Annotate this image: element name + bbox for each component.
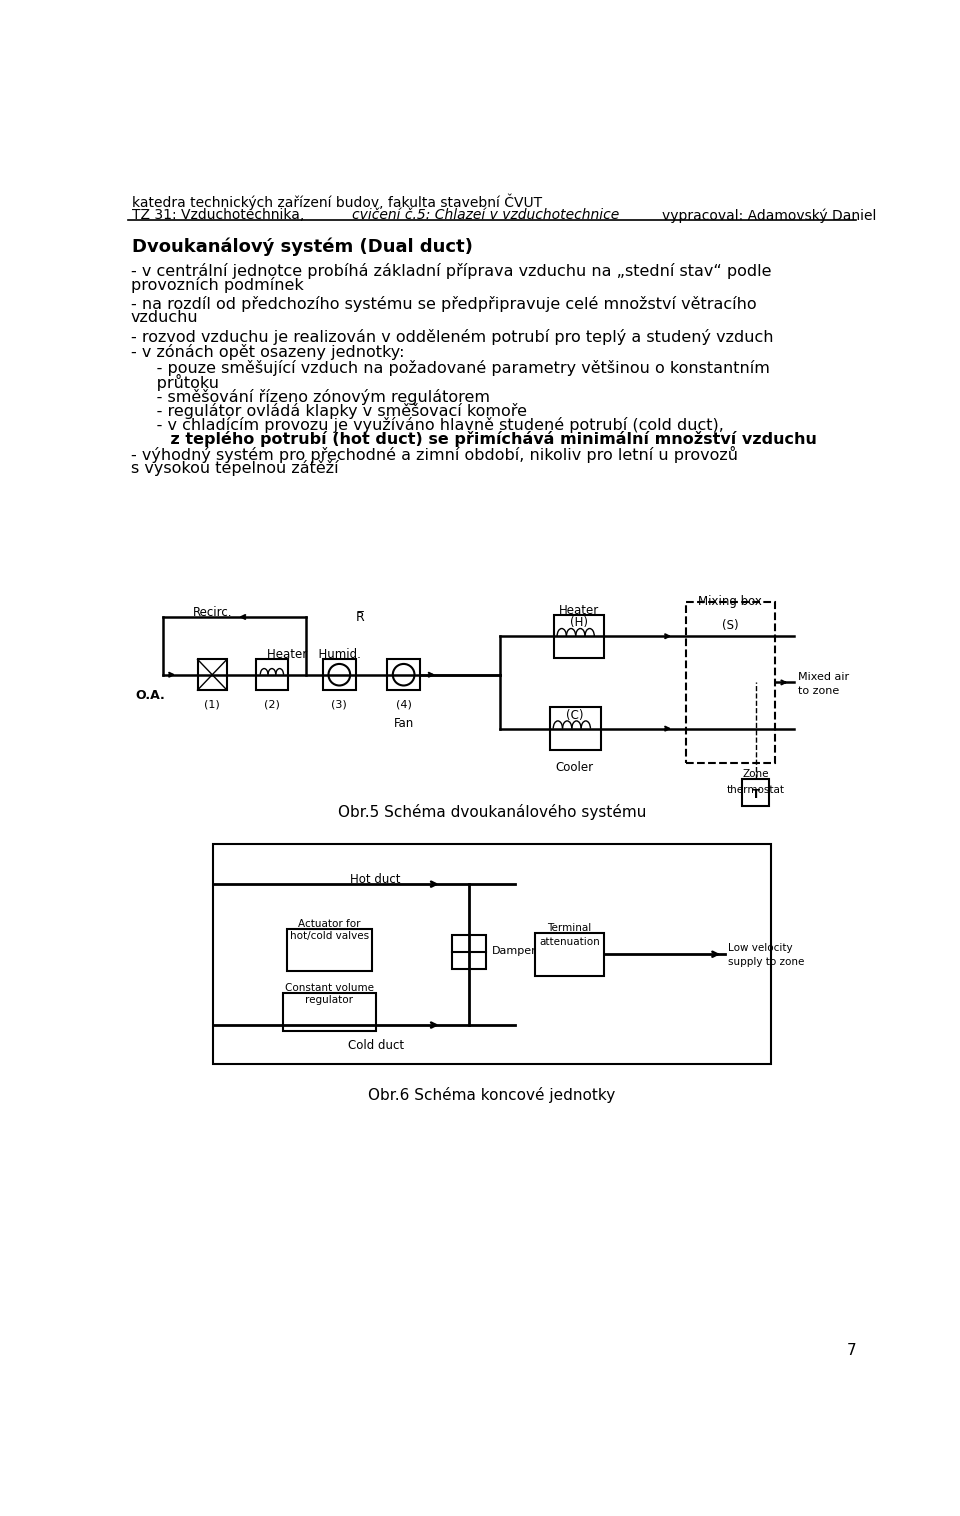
- Text: R̅: R̅: [356, 611, 365, 623]
- Text: vypracoval: Adamovský Daniel: vypracoval: Adamovský Daniel: [662, 208, 876, 223]
- Text: Fan: Fan: [394, 717, 414, 731]
- Text: (1): (1): [204, 699, 220, 709]
- Text: průtoku: průtoku: [131, 373, 219, 391]
- Text: Constant volume: Constant volume: [285, 982, 373, 993]
- Text: - na rozdíl od předchozího systému se předpřipravuje celé množství větracího: - na rozdíl od předchozího systému se př…: [131, 296, 756, 312]
- Text: Heater: Heater: [559, 603, 599, 617]
- Bar: [550, 706, 601, 750]
- Text: - v centrální jednotce probíhá základní příprava vzduchu na „stední stav“ podle: - v centrální jednotce probíhá základní …: [131, 262, 771, 279]
- Text: z teplého potrubí (hot duct) se přimíchává minimální množství vzduchu: z teplého potrubí (hot duct) se přimíchá…: [131, 431, 817, 447]
- Text: regulator: regulator: [305, 994, 353, 1005]
- Text: Damper: Damper: [492, 946, 537, 955]
- Text: Obr.5 Schéma dvoukanálového systému: Obr.5 Schéma dvoukanálového systému: [338, 803, 646, 820]
- Text: - pouze směšující vzduch na požadované parametry většinou o konstantním: - pouze směšující vzduch na požadované p…: [131, 359, 770, 376]
- Text: - v zónách opět osazeny jednotky:: - v zónách opět osazeny jednotky:: [131, 344, 404, 361]
- Text: hot/cold valves: hot/cold valves: [290, 931, 369, 941]
- Text: Zone: Zone: [742, 770, 769, 779]
- Text: provozních podmínek: provozních podmínek: [131, 276, 303, 293]
- Bar: [324, 659, 355, 690]
- Text: Hot duct: Hot duct: [350, 873, 401, 887]
- Bar: [283, 993, 375, 1031]
- Text: Actuator for: Actuator for: [298, 919, 361, 929]
- Bar: [255, 659, 288, 690]
- Text: T: T: [752, 788, 759, 800]
- Text: (2): (2): [264, 699, 279, 709]
- Text: (S): (S): [722, 619, 738, 632]
- Text: to zone: to zone: [798, 685, 839, 696]
- Text: katedra technických zařízení budov, fakulta stavební ČVUT: katedra technických zařízení budov, faku…: [132, 194, 541, 211]
- Bar: [741, 779, 770, 807]
- Bar: [388, 659, 420, 690]
- Text: (H): (H): [570, 615, 588, 629]
- Text: thermostat: thermostat: [727, 785, 784, 794]
- Text: s vysokou tepelnou zátěží: s vysokou tepelnou zátěží: [131, 459, 339, 476]
- Text: Cooler: Cooler: [556, 761, 594, 775]
- Bar: [685, 602, 775, 763]
- Bar: [287, 929, 372, 972]
- Text: O.A.: O.A.: [135, 688, 165, 702]
- Bar: [198, 659, 227, 690]
- Text: vzduchu: vzduchu: [131, 309, 199, 324]
- Text: Heater   Humid.: Heater Humid.: [267, 647, 361, 661]
- Text: Cold duct: Cold duct: [348, 1038, 404, 1052]
- Bar: [452, 935, 486, 969]
- Bar: [213, 844, 771, 1064]
- Text: Low velocity: Low velocity: [729, 943, 793, 954]
- Text: (4): (4): [396, 699, 412, 709]
- Bar: [535, 932, 605, 976]
- Text: (C): (C): [566, 708, 584, 722]
- Text: Mixed air: Mixed air: [798, 672, 850, 682]
- Text: attenuation: attenuation: [540, 937, 600, 948]
- Text: 7: 7: [847, 1343, 856, 1358]
- Text: cvičení č.5: Chlazeí v vzduchotechnice: cvičení č.5: Chlazeí v vzduchotechnice: [352, 208, 620, 223]
- Text: Recirc.: Recirc.: [193, 606, 232, 619]
- Text: Mixing box: Mixing box: [698, 596, 762, 608]
- Text: - v chladícím provozu je využíváno hlavně studené potrubí (cold duct),: - v chladícím provozu je využíváno hlavn…: [131, 417, 724, 432]
- Text: Terminal: Terminal: [547, 923, 591, 934]
- Text: - regulátor ovládá klapky v směšovací komoře: - regulátor ovládá klapky v směšovací ko…: [131, 403, 527, 418]
- Text: - výhodný systém pro přechodné a zimní období, nikoliv pro letní u provozů: - výhodný systém pro přechodné a zimní o…: [131, 446, 738, 462]
- Bar: [554, 614, 605, 658]
- Text: - rozvod vzduchu je realizován v odděleném potrubí pro teplý a studený vzduch: - rozvod vzduchu je realizován v oddělen…: [131, 329, 774, 346]
- Text: TZ 31: Vzduchotechnika,: TZ 31: Vzduchotechnika,: [132, 208, 304, 223]
- Text: - směšování řízeno zónovým regulátorem: - směšování řízeno zónovým regulátorem: [131, 390, 490, 405]
- Text: Dvoukanálový systém (Dual duct): Dvoukanálový systém (Dual duct): [132, 238, 472, 256]
- Text: (3): (3): [331, 699, 348, 709]
- Text: supply to zone: supply to zone: [729, 957, 804, 967]
- Text: Obr.6 Schéma koncové jednotky: Obr.6 Schéma koncové jednotky: [369, 1087, 615, 1102]
